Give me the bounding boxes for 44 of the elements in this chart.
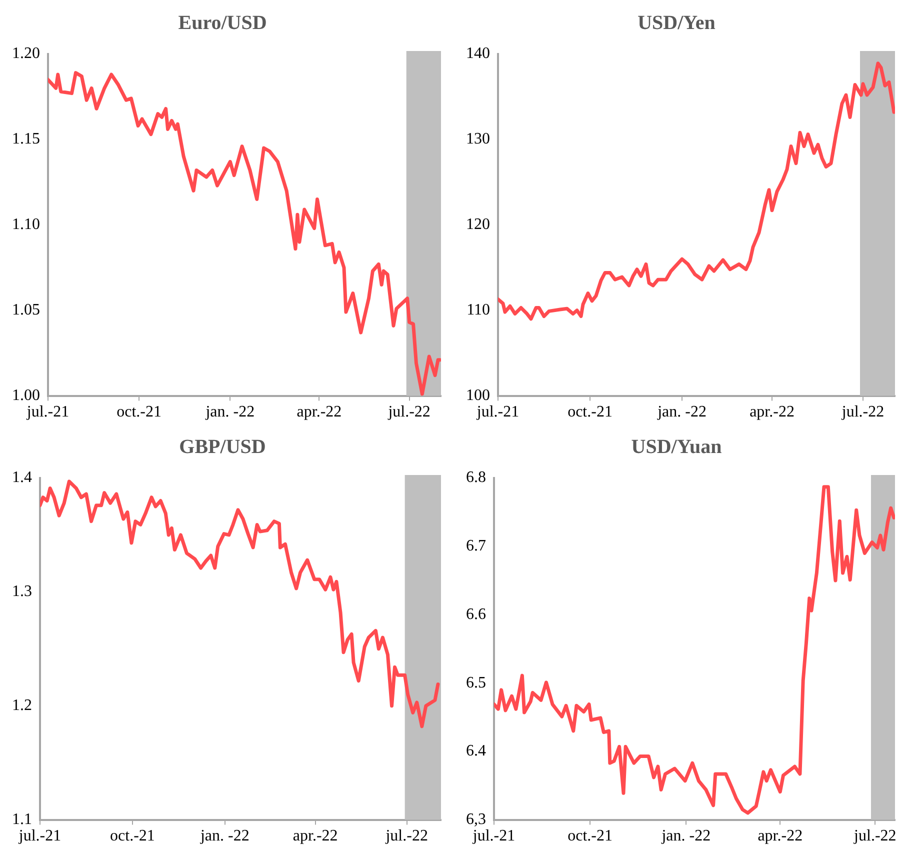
chart-title: Euro/USD bbox=[178, 12, 267, 34]
y-tick-label: 1.05 bbox=[12, 302, 40, 319]
chart-title: USD/Yen bbox=[638, 12, 716, 34]
x-tick-label: jan. -22 bbox=[199, 828, 250, 845]
y-tick-label: 1.20 bbox=[12, 45, 40, 62]
y-tick-label: 6.5 bbox=[466, 674, 486, 692]
x-tick-label: apr.-22 bbox=[292, 828, 338, 845]
x-tick-label: jul.-21 bbox=[18, 828, 62, 845]
x-tick-label: jan. -22 bbox=[204, 404, 255, 421]
x-tick-label: oct.-21 bbox=[568, 828, 613, 845]
x-tick-label: jul.-22 bbox=[840, 404, 884, 421]
x-tick-label: apr.-22 bbox=[758, 828, 803, 845]
y-tick-label: 130 bbox=[466, 130, 490, 148]
chart-title: GBP/USD bbox=[179, 436, 266, 458]
y-tick-label: 1.2 bbox=[12, 697, 32, 714]
x-tick-label: jul.-21 bbox=[476, 404, 520, 421]
chart-title: USD/Yuan bbox=[631, 436, 722, 458]
y-tick-label: 6,3 bbox=[466, 811, 486, 828]
x-tick-label: jan. -22 bbox=[660, 828, 711, 845]
x-tick-label: oct.-21 bbox=[110, 828, 155, 845]
x-tick-label: oct.-21 bbox=[568, 404, 612, 421]
y-tick-label: 110 bbox=[466, 302, 490, 319]
x-tick-label: jul.-22 bbox=[387, 404, 430, 421]
x-tick-label: jan. -22 bbox=[656, 404, 706, 421]
x-tick-label: jul.-21 bbox=[472, 828, 516, 845]
y-tick-label: 1.1 bbox=[12, 811, 32, 828]
y-tick-label: 6.6 bbox=[466, 606, 486, 623]
y-tick-label: 6.8 bbox=[466, 469, 486, 486]
y-tick-label: 6.7 bbox=[466, 538, 486, 555]
x-tick-label: jul.-22 bbox=[384, 828, 428, 845]
y-tick-label: 1.00 bbox=[12, 387, 40, 404]
y-tick-label: 1.15 bbox=[12, 130, 40, 148]
y-tick-label: 100 bbox=[466, 387, 490, 404]
y-tick-label: 140 bbox=[466, 45, 490, 62]
x-tick-label: apr.-22 bbox=[750, 404, 794, 421]
y-tick-label: 1.10 bbox=[12, 216, 40, 234]
x-tick-label: oct.-21 bbox=[116, 404, 162, 421]
y-tick-label: 120 bbox=[466, 216, 490, 234]
y-tick-label: 1.3 bbox=[12, 583, 32, 600]
x-tick-label: jul.-21 bbox=[26, 404, 70, 421]
x-tick-label: apr.-22 bbox=[296, 404, 342, 421]
y-tick-label: 6.4 bbox=[466, 742, 486, 760]
x-tick-label: jul.-22 bbox=[853, 828, 896, 845]
y-tick-label: 1.4 bbox=[12, 469, 32, 486]
